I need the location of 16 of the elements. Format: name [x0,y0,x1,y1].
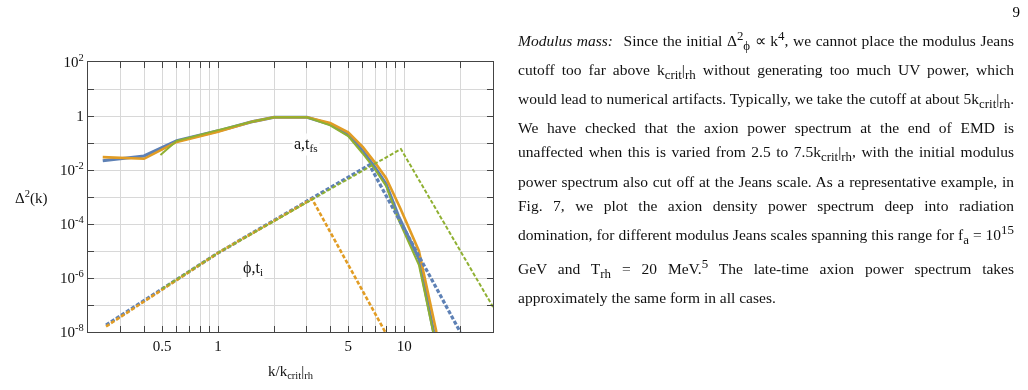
x-tick-label: 0.5 [152,338,172,355]
y-tick-label: 10$^{-2}$ [60,159,84,179]
x-tick-label: 5 [344,338,352,355]
y-axis-title: Δ$^{2}$(k) [15,188,48,208]
x-axis-title: k/k$_{crit}$|$_{rh}$ [268,363,314,382]
text: Modulus mass: [518,32,614,50]
annotation: a,t$_{fs}$ [294,135,318,155]
x-tick-label: 1 [214,338,222,355]
y-tick-label: 1 [76,108,84,125]
x-tick-label: 10 [396,338,412,355]
y-tick-label: 10$^{-8}$ [60,321,84,341]
annotation: ϕ,t$_{i}$ [243,259,263,279]
y-tick-label: 10$^{-6}$ [60,267,84,287]
y-tick-label: 10$^{2}$ [63,51,84,71]
y-tick-label: 10$^{-4}$ [60,213,85,233]
text: 9 [1012,4,1020,21]
